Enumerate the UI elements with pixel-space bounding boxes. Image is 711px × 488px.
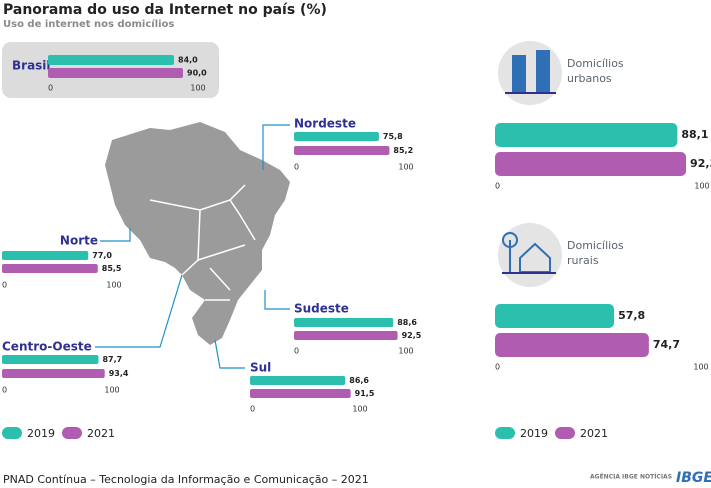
logo-agencia: AGÊNCIA IBGE NOTÍCIAS bbox=[590, 473, 672, 481]
value-label: 88,6 bbox=[397, 318, 417, 327]
x-tick-label: 0 bbox=[2, 386, 7, 395]
x-tick-label: 100 bbox=[190, 84, 205, 93]
x-tick-label: 0 bbox=[250, 405, 255, 414]
bar bbox=[48, 55, 174, 65]
chart-title: Brasil bbox=[12, 59, 51, 73]
x-tick-label: 100 bbox=[398, 163, 413, 172]
value-label: 93,4 bbox=[109, 369, 129, 378]
x-tick-label: 100 bbox=[694, 182, 709, 191]
legend-label: 2019 bbox=[520, 427, 548, 440]
value-label: 90,0 bbox=[187, 69, 207, 78]
connectors bbox=[95, 124, 290, 369]
value-label: 77,0 bbox=[92, 251, 112, 260]
chart-title: Nordeste bbox=[294, 117, 356, 131]
value-label: 86,6 bbox=[349, 376, 369, 385]
source: PNAD Contínua – Tecnologia da Informação… bbox=[3, 473, 369, 486]
bar-chart: Domicílios urbanos 88,1 92,3 0 100 bbox=[495, 57, 711, 191]
map bbox=[105, 122, 290, 345]
bar-chart: Nordeste 75,8 85,2 0 100 bbox=[294, 117, 414, 172]
bar-chart: Domicílios rurais 57,8 74,7 0 100 bbox=[495, 239, 709, 372]
x-tick-label: 0 bbox=[294, 163, 299, 172]
legend-swatch bbox=[2, 427, 22, 439]
value-label: 92,3 bbox=[690, 157, 711, 170]
bar bbox=[495, 304, 615, 328]
bar-chart: Brasil 84,0 90,0 0 100 bbox=[12, 55, 207, 93]
value-label: 74,7 bbox=[653, 338, 680, 351]
bar bbox=[294, 331, 398, 340]
value-label: 57,8 bbox=[618, 309, 645, 322]
bar-chart: Norte 77,0 85,5 0 100 bbox=[2, 234, 122, 290]
bar-chart: Sudeste 88,6 92,5 0 100 bbox=[294, 302, 422, 356]
x-tick-label: 100 bbox=[352, 405, 367, 414]
bar bbox=[495, 152, 687, 176]
bar bbox=[2, 355, 99, 364]
chart-title: Domicílios rurais bbox=[567, 239, 624, 267]
x-tick-label: 100 bbox=[398, 347, 413, 356]
x-tick-label: 100 bbox=[104, 386, 119, 395]
icon-urban bbox=[498, 41, 562, 105]
icon-rural bbox=[498, 223, 562, 287]
bar-chart: Centro-Oeste 87,7 93,4 0 100 bbox=[2, 340, 129, 395]
x-tick-label: 100 bbox=[106, 281, 121, 290]
value-label: 75,8 bbox=[383, 132, 403, 141]
legend-label: 2021 bbox=[87, 427, 115, 440]
legend-swatch bbox=[495, 427, 515, 439]
bar bbox=[495, 333, 649, 357]
legend-swatch bbox=[555, 427, 575, 439]
chart-title: Centro-Oeste bbox=[2, 340, 92, 354]
value-label: 87,7 bbox=[102, 355, 122, 364]
value-label: 91,5 bbox=[355, 389, 375, 398]
chart-title: Domicílios urbanos bbox=[567, 57, 624, 85]
chart-title-text: Domicílios urbanos bbox=[567, 57, 624, 85]
bar bbox=[495, 123, 678, 147]
chart-title: Sudeste bbox=[294, 302, 349, 316]
bar bbox=[2, 264, 98, 273]
chart-title-text: Domicílios rurais bbox=[567, 239, 624, 267]
x-tick-label: 0 bbox=[294, 347, 299, 356]
bar bbox=[2, 251, 89, 260]
x-tick-label: 100 bbox=[693, 363, 708, 372]
title: Panorama do uso da Internet no país (%) bbox=[3, 2, 327, 18]
bar bbox=[2, 369, 105, 378]
subtitle: Uso de internet nos domicílios bbox=[3, 18, 174, 30]
x-tick-label: 0 bbox=[2, 281, 7, 290]
value-label: 92,5 bbox=[402, 331, 422, 340]
x-tick-label: 0 bbox=[48, 84, 53, 93]
bar bbox=[250, 376, 346, 385]
chart-title: Norte bbox=[60, 234, 98, 248]
legend-swatch bbox=[62, 427, 82, 439]
bar-chart: Sul 86,6 91,5 0 100 bbox=[250, 361, 375, 414]
bar bbox=[294, 146, 390, 155]
bar bbox=[294, 318, 394, 327]
bar bbox=[294, 132, 379, 141]
chart-title: Sul bbox=[250, 361, 271, 375]
x-tick-label: 0 bbox=[495, 182, 500, 191]
x-tick-label: 0 bbox=[495, 363, 500, 372]
logo-ibge: IBGE bbox=[676, 470, 711, 486]
value-label: 85,2 bbox=[393, 146, 413, 155]
value-label: 85,5 bbox=[102, 264, 122, 273]
bar bbox=[48, 68, 183, 78]
value-label: 88,1 bbox=[681, 128, 708, 141]
legend-label: 2019 bbox=[27, 427, 55, 440]
legend-label: 2021 bbox=[580, 427, 608, 440]
bar bbox=[250, 389, 351, 398]
value-label: 84,0 bbox=[178, 56, 198, 65]
